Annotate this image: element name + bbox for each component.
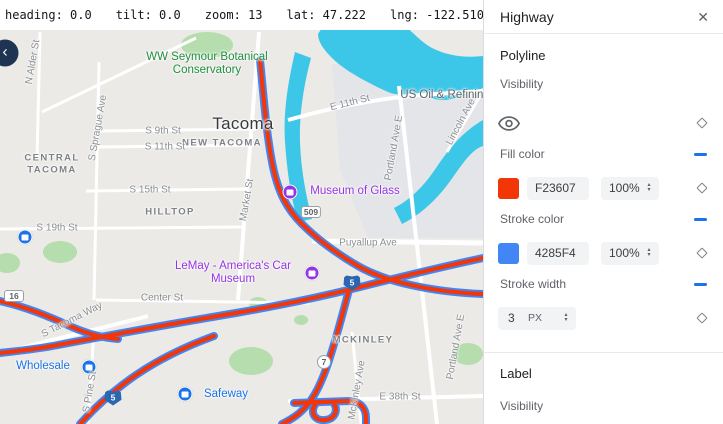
map-canvas[interactable] [0,0,483,424]
fill-color-swatch[interactable] [498,177,519,199]
street-label: S 11th St [144,141,186,153]
area-label-hilltop: HILLTOP [145,206,195,218]
fill-color-label: Fill color [500,147,545,161]
area-label-mckinley: MCKINLEY [332,334,394,346]
street-label: S 19th St [36,222,78,234]
car-museum-icon[interactable] [304,265,320,281]
car-museum-glyph [308,270,316,276]
visibility-label: Visibility [500,77,544,91]
stepper-down-icon[interactable]: ▾ [647,252,651,258]
safeway-glyph [181,391,189,397]
stat-heading: heading: 0.0 [5,8,92,22]
stepper-up-icon[interactable]: ▴ [647,247,651,253]
street-label: E 38th St [379,391,421,403]
section-title-polyline: Polyline [500,48,546,63]
stroke-color-controls: 100% ▴ ▾ [498,241,711,265]
fill-opacity-value: 100% [609,181,640,195]
poi-label-lemay[interactable]: LeMay - America's Car Museum [175,260,291,285]
override-dash-icon[interactable] [694,152,707,156]
water [284,9,483,224]
route-16-shield: 16 [4,290,24,302]
override-dash-icon[interactable] [694,217,707,221]
interstate-5-shield: 5 [104,390,122,406]
stroke-width-label-row: Stroke width [498,277,711,291]
override-dash-icon[interactable] [694,282,707,286]
interstate-5-shield: 5 [343,275,361,291]
museum-glyph [286,189,294,195]
stroke-color-swatch[interactable] [498,242,519,264]
stroke-width-stepper[interactable]: 3 PX ▴ ▾ [498,306,576,330]
fill-color-label-row: Fill color [498,147,711,161]
street-label: Puyallup Ave [339,237,397,249]
poi-label-us-oil[interactable]: US Oil & Refining [400,89,483,101]
area-label-new-tacoma: NEW TACOMA [182,137,262,149]
route-7-shield: 7 [317,355,331,369]
wholesale-icon[interactable] [81,359,97,375]
stroke-width-unit: PX [528,312,543,324]
map-viewport[interactable]: Tacoma NEW TACOMA CENTRAL TACOMA HILLTOP… [0,0,483,424]
stat-zoom: zoom: 13 [204,8,263,22]
stepper-arrows: ▴ ▾ [644,247,654,258]
poi-label-wholesale[interactable]: Wholesale [16,360,70,372]
chevron-left-icon: ‹ [2,43,8,60]
close-icon[interactable]: ✕ [697,8,709,25]
stroke-opacity-value: 100% [609,246,640,260]
stroke-opacity-stepper[interactable]: 100% ▴ ▾ [601,241,659,265]
stat-tilt: tilt: 0.0 [115,8,181,22]
poi-label-museum-of-glass[interactable]: Museum of Glass [310,185,400,197]
area-label-central-tacoma: TACOMA [27,164,77,176]
stroke-color-label: Stroke color [500,212,565,226]
map-control-button[interactable]: ‹ [0,39,19,67]
panel-header: Highway ✕ [484,0,723,34]
stepper-down-icon[interactable]: ▾ [564,317,568,323]
wholesale-glyph [85,364,93,370]
style-editor-panel: Highway ✕ Polyline Visibility Fill color… [483,0,723,424]
safeway-icon[interactable] [177,386,193,402]
museum-icon[interactable] [282,184,298,200]
label-visibility-label: Visibility [500,399,544,413]
poi-label-safeway[interactable]: Safeway [203,388,249,400]
street-label: S 9th St [145,125,181,137]
area-label-central: CENTRAL [24,152,80,164]
stroke-width-controls: 3 PX ▴ ▾ [498,306,711,330]
fill-color-hex-input[interactable] [527,176,589,200]
inherit-diamond-icon[interactable] [696,312,708,324]
stepper-up-icon[interactable]: ▴ [647,182,651,188]
stepper-arrows: ▴ ▾ [561,312,571,323]
street-label: S 15th St [129,184,171,196]
inherit-diamond-icon[interactable] [696,247,708,259]
stepper-down-icon[interactable]: ▾ [647,187,651,193]
stroke-color-label-row: Stroke color [498,212,711,226]
streets-layer [0,31,483,424]
place-glyph [21,234,29,240]
inherit-diamond-icon[interactable] [696,117,708,129]
section-title-label: Label [500,366,532,381]
stroke-width-label: Stroke width [500,277,567,291]
place-icon[interactable] [17,229,33,245]
city-label-tacoma: Tacoma [212,114,274,133]
stat-lat: lat: 47.222 [286,8,367,22]
stepper-up-icon[interactable]: ▴ [564,312,568,318]
inherit-diamond-icon[interactable] [696,182,708,194]
fill-opacity-stepper[interactable]: 100% ▴ ▾ [601,176,659,200]
poi-label-conservatory[interactable]: WW Seymour Botanical Conservatory [146,51,268,76]
visibility-eye-icon[interactable] [498,115,520,131]
stroke-width-value: 3 [508,311,515,325]
highway-fill-layer [0,57,483,424]
stroke-color-hex-input[interactable] [527,241,589,265]
fill-color-controls: 100% ▴ ▾ [498,176,711,200]
stat-lng: lng: -122.510 [390,8,483,22]
street-label: Center St [140,292,184,304]
stepper-arrows: ▴ ▾ [644,182,654,193]
map-stats-bar: heading: 0.0 tilt: 0.0 zoom: 13 lat: 47.… [0,0,483,30]
section-divider [484,352,723,353]
route-509-shield: 509 [300,206,322,218]
visibility-row [498,112,711,134]
panel-title: Highway [500,8,554,25]
